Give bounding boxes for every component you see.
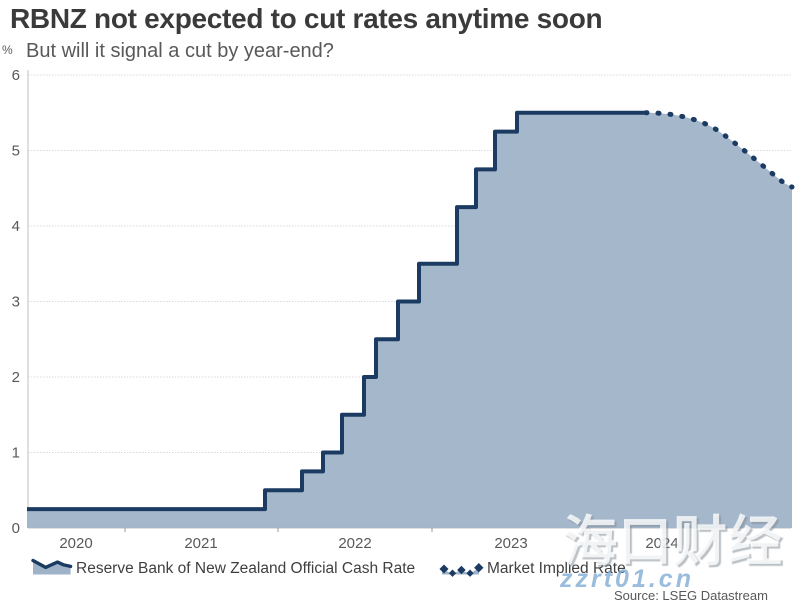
svg-text:2: 2 [12, 369, 20, 386]
svg-text:5: 5 [12, 143, 20, 160]
svg-text:6: 6 [12, 67, 20, 84]
svg-text:3: 3 [12, 294, 20, 311]
svg-text:2020: 2020 [59, 535, 92, 552]
svg-text:0: 0 [12, 520, 20, 537]
svg-text:2022: 2022 [338, 535, 371, 552]
svg-text:Reserve Bank of New Zealand Of: Reserve Bank of New Zealand Official Cas… [76, 560, 415, 577]
svg-text:1: 1 [12, 445, 20, 462]
svg-text:4: 4 [12, 218, 20, 235]
svg-text:2023: 2023 [494, 535, 527, 552]
svg-text:2021: 2021 [184, 535, 217, 552]
